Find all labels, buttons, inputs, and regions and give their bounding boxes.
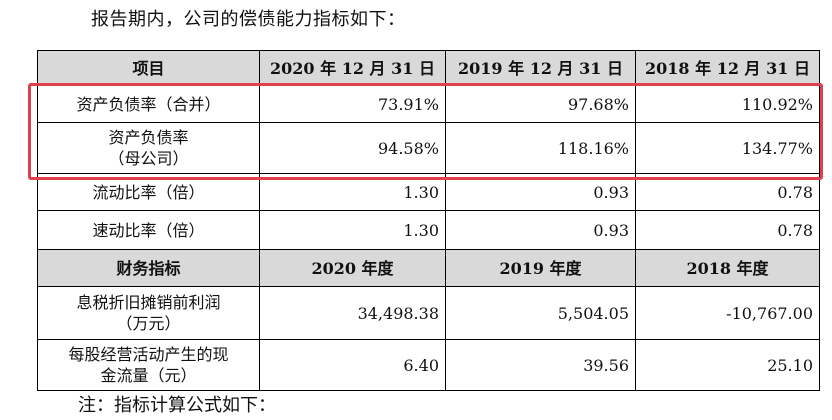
cell-value: 5,504.05 — [445, 286, 636, 340]
row-label-line: 资产负债率 — [108, 128, 189, 147]
table-row: 每股经营活动产生的现 金流量（元） 6.40 39.56 25.10 — [37, 339, 820, 391]
cell-value: 110.92% — [635, 85, 820, 123]
table-row: 速动比率（倍） 1.30 0.93 0.78 — [37, 210, 820, 250]
cell-value: 0.93 — [445, 173, 636, 211]
table-subheader-row: 财务指标 2020 年度 2019 年度 2018 年度 — [37, 249, 820, 287]
table-row: 流动比率（倍） 1.30 0.93 0.78 — [37, 173, 820, 211]
cell-value: 6.40 — [259, 339, 446, 391]
table-header-row: 项目 2020 年 12 月 31 日 2019 年 12 月 31 日 201… — [37, 50, 820, 86]
row-label: 资产负债率 （母公司） — [37, 122, 260, 174]
row-label-line: 息税折旧摊销前利润 — [76, 293, 221, 312]
header-fy2019: 2019 年度 — [445, 249, 636, 287]
cell-value: 73.91% — [259, 85, 446, 123]
row-label: 速动比率（倍） — [37, 210, 260, 250]
row-label-line: （母公司） — [108, 149, 189, 168]
cell-value: 1.30 — [259, 173, 446, 211]
footnote-text: 注：指标计算公式如下： — [78, 395, 276, 416]
header-2019: 2019 年 12 月 31 日 — [445, 50, 636, 86]
table-row: 资产负债率 （母公司） 94.58% 118.16% 134.77% — [37, 122, 820, 174]
cell-value: 97.68% — [445, 85, 636, 123]
row-label: 资产负债率（合并） — [37, 85, 260, 123]
header-2018: 2018 年 12 月 31 日 — [635, 50, 820, 86]
cell-value: 0.78 — [635, 210, 820, 250]
header-fy2018: 2018 年度 — [635, 249, 820, 287]
cell-value: 25.10 — [635, 339, 820, 391]
row-label-line: 每股经营活动产生的现 — [68, 345, 229, 364]
cell-value: 134.77% — [635, 122, 820, 174]
table-row: 息税折旧摊销前利润 （万元） 34,498.38 5,504.05 -10,76… — [37, 286, 820, 340]
row-label-line: 金流量（元） — [100, 366, 197, 385]
intro-text: 报告期内，公司的偿债能力指标如下： — [91, 9, 406, 30]
cell-value: 0.78 — [635, 173, 820, 211]
cell-value: 94.58% — [259, 122, 446, 174]
cell-value: 118.16% — [445, 122, 636, 174]
cell-value: 34,498.38 — [259, 286, 446, 340]
header-item: 项目 — [37, 50, 260, 86]
solvency-indicators-table: 项目 2020 年 12 月 31 日 2019 年 12 月 31 日 201… — [37, 50, 820, 391]
header-fy2020: 2020 年度 — [259, 249, 446, 287]
row-label: 每股经营活动产生的现 金流量（元） — [37, 339, 260, 391]
cell-value: 1.30 — [259, 210, 446, 250]
row-label: 息税折旧摊销前利润 （万元） — [37, 286, 260, 340]
cell-value: 39.56 — [445, 339, 636, 391]
row-label: 流动比率（倍） — [37, 173, 260, 211]
table-row: 资产负债率（合并） 73.91% 97.68% 110.92% — [37, 85, 820, 123]
cell-value: 0.93 — [445, 210, 636, 250]
header-financial-indicator: 财务指标 — [37, 249, 260, 287]
row-label-line: （万元） — [116, 314, 181, 333]
header-2020: 2020 年 12 月 31 日 — [259, 50, 446, 86]
cell-value: -10,767.00 — [635, 286, 820, 340]
